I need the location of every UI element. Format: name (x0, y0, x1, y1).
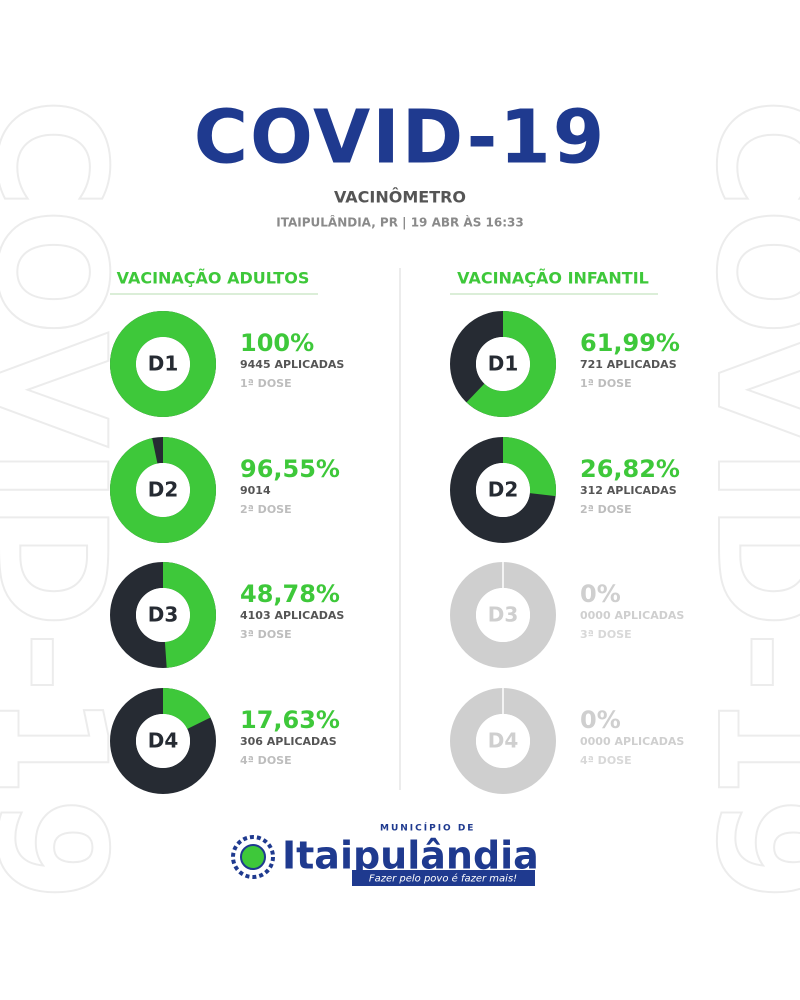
applied: 721 APLICADAS (580, 358, 677, 371)
dose-code: D3 (488, 603, 519, 627)
percent-label: 0% (580, 706, 621, 734)
applied: 4103 APLICADAS (240, 609, 344, 622)
title: COVID-19 (194, 95, 607, 181)
donut-hole (476, 463, 530, 517)
dose-name: 4ª DOSE (580, 754, 632, 767)
applied: 9014 (240, 484, 271, 497)
logo-prefix: MUNICÍPIO DE (380, 822, 475, 834)
slogan-box (352, 870, 535, 886)
donut-arc (110, 437, 216, 543)
percent-label: 96,55% (240, 455, 340, 483)
donut-arc (110, 688, 216, 794)
applied: 9445 APLICADAS (240, 358, 344, 371)
applied: 0000 APLICADAS (580, 609, 684, 622)
slogan: Fazer pelo povo é fazer mais! (369, 873, 517, 885)
donut-hole (476, 588, 530, 642)
percent-label: 0% (580, 580, 621, 608)
donut-hole (136, 463, 190, 517)
percent-label: 17,63% (240, 706, 340, 734)
footer-logo: MUNICÍPIO DE Itaipulândia Fazer pelo pov… (231, 822, 539, 886)
dose-name: 1ª DOSE (240, 377, 292, 390)
dose-code: D4 (148, 729, 179, 753)
donut-arc (450, 311, 556, 417)
percent-label: 26,82% (580, 455, 680, 483)
donut-hole (476, 714, 530, 768)
percent-label: 100% (240, 329, 314, 357)
applied: 306 APLICADAS (240, 735, 337, 748)
dose-name: 3ª DOSE (580, 628, 632, 641)
dose-name: 2ª DOSE (580, 503, 632, 516)
donut-arc (110, 562, 216, 668)
percent-label: 48,78% (240, 580, 340, 608)
sections: VACINAÇÃO ADULTOS D1 100%9445 APLICADAS 1ª … (110, 269, 684, 794)
dose-name: 1ª DOSE (580, 377, 632, 390)
section-title: VACINAÇÃO INFANTIL (457, 269, 649, 288)
donut-arc (110, 311, 216, 417)
applied: 312 APLICADAS (580, 484, 677, 497)
dose-name: 2ª DOSE (240, 503, 292, 516)
subtitle: VACINÔMETRO (334, 188, 466, 207)
dose-code: D3 (148, 603, 179, 627)
section-title: VACINAÇÃO ADULTOS (117, 269, 310, 288)
dose-code: D1 (148, 352, 179, 376)
watermark: COVID-19 (683, 98, 800, 902)
dose-name: 4ª DOSE (240, 754, 292, 767)
donut-hole (136, 337, 190, 391)
donut-hole (136, 714, 190, 768)
dose-code: D4 (488, 729, 519, 753)
percent-label: 61,99% (580, 329, 680, 357)
donut-hole (136, 588, 190, 642)
donut-arc (450, 437, 556, 543)
dose-code: D2 (488, 478, 519, 502)
dose-code: D1 (488, 352, 519, 376)
donut-hole (476, 337, 530, 391)
applied: 0000 APLICADAS (580, 735, 684, 748)
location: ITAIPULÂNDIA, PR | 19 ABR ÀS 16:33 (276, 215, 523, 230)
dose-code: D2 (148, 478, 179, 502)
dose-name: 3ª DOSE (240, 628, 292, 641)
emblem-center (240, 844, 266, 870)
